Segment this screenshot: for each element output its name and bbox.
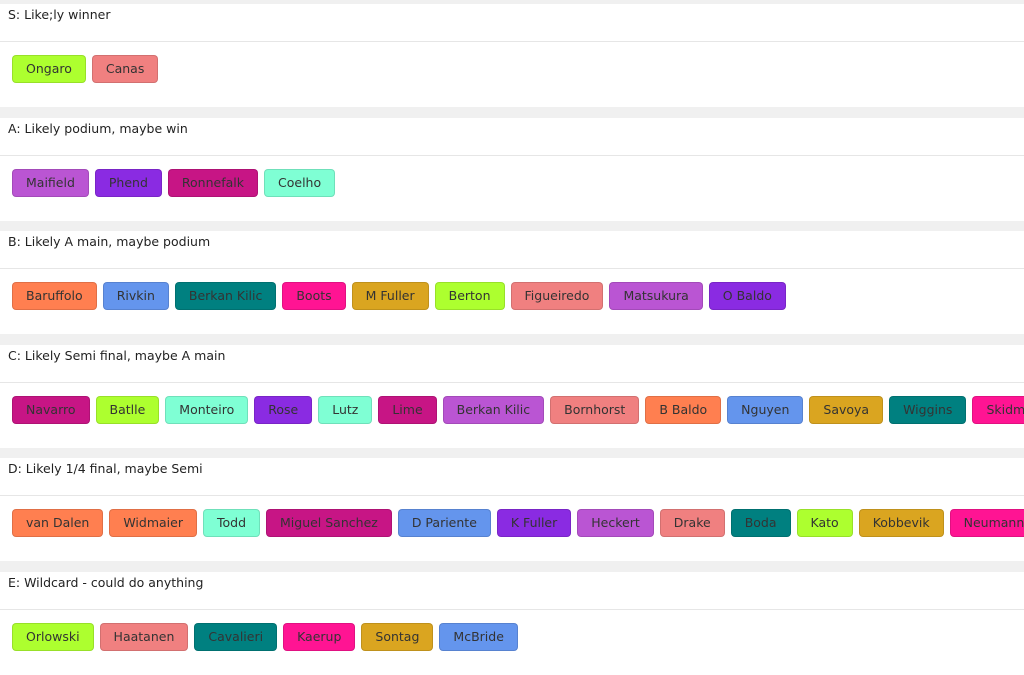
driver-chip[interactable]: Miguel Sanchez bbox=[266, 509, 392, 538]
driver-chip[interactable]: Savoya bbox=[809, 395, 884, 424]
driver-chip[interactable]: D Pariente bbox=[397, 509, 491, 538]
driver-chip[interactable]: Widmaier bbox=[109, 509, 197, 538]
driver-chip[interactable]: Berton bbox=[434, 282, 505, 311]
driver-chip[interactable]: Batlle bbox=[95, 395, 160, 424]
driver-chip[interactable]: Ronnefalk bbox=[167, 168, 258, 197]
driver-chip[interactable]: Heckert bbox=[577, 509, 654, 538]
driver-chip[interactable]: Berkan Kilic bbox=[174, 282, 277, 311]
driver-chip[interactable]: Navarro bbox=[12, 395, 90, 424]
driver-chip[interactable]: Maifield bbox=[12, 168, 89, 197]
tier-card: D: Likely 1/4 final, maybe Semi van Dalen… bbox=[0, 458, 1024, 562]
driver-chip[interactable]: Canas bbox=[91, 55, 159, 83]
chip-row: Ongaro Canas bbox=[0, 42, 1024, 83]
driver-chip[interactable]: Lime bbox=[378, 395, 437, 424]
chip-row: Orlowski Haatanen Cavalieri Kaerup Sontag McB… bbox=[0, 610, 1024, 651]
tier-card: S: Like;ly winner Ongaro Canas bbox=[0, 4, 1024, 107]
driver-chip[interactable]: Cavalieri bbox=[194, 622, 278, 651]
driver-chip[interactable]: Ongaro bbox=[12, 55, 86, 83]
tier-title: S: Like;ly winner bbox=[0, 4, 1024, 42]
driver-chip[interactable]: Matsukura bbox=[609, 282, 703, 311]
driver-chip[interactable]: Drake bbox=[659, 509, 725, 538]
chip-row: Navarro Batlle Monteiro Rose Lutz Lime Berkan … bbox=[0, 383, 1024, 424]
tier-title: B: Likely A main, maybe podium bbox=[0, 231, 1024, 270]
driver-chip[interactable]: Nguyen bbox=[727, 395, 804, 424]
tier-card: B: Likely A main, maybe podium Baruffolo R… bbox=[0, 231, 1024, 335]
driver-chip[interactable]: Bornhorst bbox=[550, 395, 640, 424]
driver-chip[interactable]: B Baldo bbox=[645, 395, 722, 424]
driver-chip[interactable]: Kaerup bbox=[283, 622, 356, 651]
tier-title: A: Likely podium, maybe win bbox=[0, 118, 1024, 156]
driver-chip[interactable]: Todd bbox=[202, 509, 260, 538]
driver-chip[interactable]: Orlowski bbox=[12, 622, 94, 651]
driver-chip[interactable]: Skidmore bbox=[972, 395, 1024, 424]
driver-chip[interactable]: Kato bbox=[796, 509, 853, 538]
driver-chip[interactable]: Boda bbox=[730, 509, 791, 538]
tier-card: A: Likely podium, maybe win Maifield Phend… bbox=[0, 117, 1024, 221]
driver-chip[interactable]: K Fuller bbox=[496, 509, 572, 538]
driver-chip[interactable]: Phend bbox=[94, 168, 162, 197]
driver-chip[interactable]: Berkan Kilic bbox=[442, 395, 545, 424]
driver-chip[interactable]: O Baldo bbox=[708, 282, 786, 311]
driver-chip[interactable]: Wiggins bbox=[889, 395, 967, 424]
driver-chip[interactable]: Kobbevik bbox=[858, 509, 944, 538]
driver-chip[interactable]: Boots bbox=[282, 282, 346, 311]
driver-chip[interactable]: Rose bbox=[254, 395, 313, 424]
driver-chip[interactable]: McBride bbox=[439, 622, 518, 651]
chip-row: Baruffolo Rivkin Berkan Kilic Boots M Fuller… bbox=[0, 269, 1024, 311]
driver-chip[interactable]: Haatanen bbox=[99, 622, 189, 651]
chip-row: Maifield Phend Ronnefalk Coelho bbox=[0, 156, 1024, 197]
driver-chip[interactable]: M Fuller bbox=[351, 282, 429, 311]
driver-chip[interactable]: Lutz bbox=[318, 395, 373, 424]
driver-chip[interactable]: Figueiredo bbox=[510, 282, 604, 311]
tier-card: C: Likely Semi final, maybe A main Navarr… bbox=[0, 344, 1024, 448]
tier-title: D: Likely 1/4 final, maybe Semi bbox=[0, 458, 1024, 497]
driver-chip[interactable]: Coelho bbox=[264, 168, 336, 197]
chip-row: van Dalen Widmaier Todd Miguel Sanchez D Par… bbox=[0, 496, 1024, 538]
driver-chip[interactable]: Neumann bbox=[949, 509, 1024, 538]
page: S: Like;ly winner Ongaro Canas A: Likely po… bbox=[0, 4, 1024, 675]
tier-card: E: Wildcard - could do anything Orlowski H… bbox=[0, 571, 1024, 675]
driver-chip[interactable]: van Dalen bbox=[12, 509, 104, 538]
driver-chip[interactable]: Baruffolo bbox=[12, 282, 97, 311]
driver-chip[interactable]: Rivkin bbox=[102, 282, 169, 311]
driver-chip[interactable]: Monteiro bbox=[165, 395, 249, 424]
tier-title: E: Wildcard - could do anything bbox=[0, 572, 1024, 610]
driver-chip[interactable]: Sontag bbox=[361, 622, 434, 651]
tier-title: C: Likely Semi final, maybe A main bbox=[0, 345, 1024, 383]
